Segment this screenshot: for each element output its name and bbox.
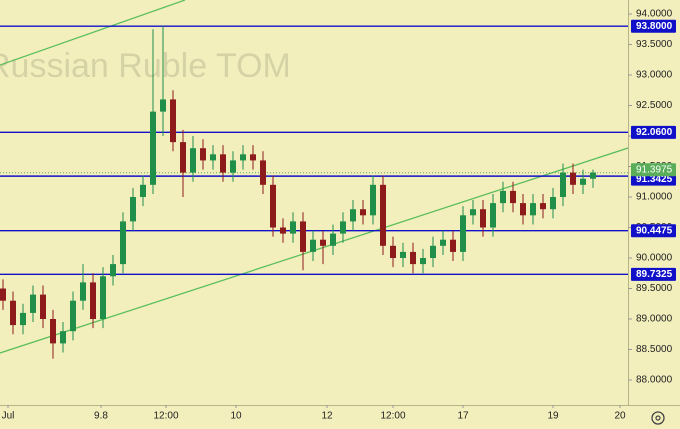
level-label-box xyxy=(631,224,676,238)
candle-body xyxy=(50,318,56,344)
y-tick-label: 90.0000 xyxy=(636,253,673,264)
candle-body xyxy=(110,264,116,277)
x-tick-label: 12 xyxy=(321,411,333,422)
candle-body xyxy=(260,160,266,185)
x-tick-label: 12:00 xyxy=(153,411,178,422)
x-tick-label: 19 xyxy=(547,411,559,422)
x-tick-label: Jul xyxy=(2,411,15,422)
candle-body xyxy=(490,203,496,228)
candle-body xyxy=(90,282,96,319)
candle-body xyxy=(360,209,366,216)
candle-body xyxy=(340,221,346,234)
candle-body xyxy=(40,294,46,319)
candle-body xyxy=(240,154,246,161)
last-price-label: 91.3975 xyxy=(636,164,673,175)
candle-body xyxy=(520,203,526,216)
x-tick-label: 17 xyxy=(457,411,469,422)
candle-body xyxy=(480,209,486,228)
candle-body xyxy=(570,172,576,185)
candle-body xyxy=(370,184,376,216)
candle-body xyxy=(30,294,36,313)
candle-body xyxy=(10,300,16,326)
candle-body xyxy=(540,203,546,210)
candle-body xyxy=(300,221,306,252)
candle-body xyxy=(280,227,286,234)
candle-body xyxy=(350,209,356,222)
settings-icon-center[interactable] xyxy=(655,415,661,421)
candle-body xyxy=(530,203,536,216)
last-price-box xyxy=(631,163,676,177)
candle-body xyxy=(390,245,396,259)
candle-body xyxy=(310,239,316,252)
level-label-box xyxy=(631,125,676,139)
level-label-box xyxy=(631,267,676,281)
candle-body xyxy=(420,258,426,265)
candle-body xyxy=(200,148,206,161)
candle-body xyxy=(150,111,156,185)
candle-body xyxy=(380,184,386,246)
candle-body xyxy=(500,190,506,204)
candle-body xyxy=(580,178,586,185)
candle-body xyxy=(410,251,416,265)
candle-body xyxy=(250,154,256,161)
candle-body xyxy=(460,215,466,252)
candle-body xyxy=(230,160,236,173)
candle-body xyxy=(320,239,326,246)
candle-body xyxy=(190,148,196,173)
candle-body xyxy=(120,221,126,265)
candle-body xyxy=(20,312,26,326)
candle-body xyxy=(70,300,76,332)
trendline xyxy=(0,0,186,66)
candle-body xyxy=(470,209,476,216)
candle-body xyxy=(400,251,406,259)
watermark: Russian Ruble TOM xyxy=(0,47,291,85)
y-tick-label: 89.5000 xyxy=(636,283,673,294)
candle-body xyxy=(130,197,136,222)
candle-body xyxy=(170,99,176,143)
y-tick-label: 93.5000 xyxy=(636,39,673,50)
candle-body xyxy=(210,154,216,161)
candle-body xyxy=(80,282,86,301)
candle-body xyxy=(140,184,146,198)
y-tick-label: 91.0000 xyxy=(636,192,673,203)
x-tick-label: 20 xyxy=(614,411,626,422)
level-label: 89.7325 xyxy=(636,269,673,280)
x-tick-label: 12:00 xyxy=(380,411,405,422)
level-label: 92.0600 xyxy=(636,127,673,138)
candle-body xyxy=(270,184,276,228)
y-tick-label: 93.0000 xyxy=(636,70,673,81)
level-label-box xyxy=(631,19,676,33)
candle-body xyxy=(560,172,566,198)
candle-body xyxy=(0,288,6,301)
candle-body xyxy=(160,99,166,112)
x-tick-label: 10 xyxy=(230,411,242,422)
candle-body xyxy=(330,233,336,246)
y-tick-label: 94.0000 xyxy=(636,9,673,20)
candle-body xyxy=(440,239,446,246)
y-tick-label: 88.0000 xyxy=(636,375,673,386)
candle-body xyxy=(550,197,556,210)
y-tick-label: 88.5000 xyxy=(636,344,673,355)
x-tick-label: 9.8 xyxy=(94,411,108,422)
candle-body xyxy=(510,190,516,204)
candle-body xyxy=(180,142,186,173)
level-label: 90.4475 xyxy=(636,225,673,236)
y-tick-label: 89.0000 xyxy=(636,314,673,325)
candle-body xyxy=(590,172,596,179)
settings-icon[interactable] xyxy=(651,411,665,425)
settings-button[interactable] xyxy=(651,411,665,425)
candle-body xyxy=(220,154,226,173)
candle-body xyxy=(60,331,66,344)
y-tick-label: 92.5000 xyxy=(636,100,673,111)
level-label: 93.8000 xyxy=(636,21,673,32)
candle-body xyxy=(290,221,296,234)
candle-body xyxy=(450,239,456,252)
level-label: 91.3425 xyxy=(636,174,673,185)
candle-body xyxy=(430,245,436,259)
candle-body xyxy=(100,276,106,319)
